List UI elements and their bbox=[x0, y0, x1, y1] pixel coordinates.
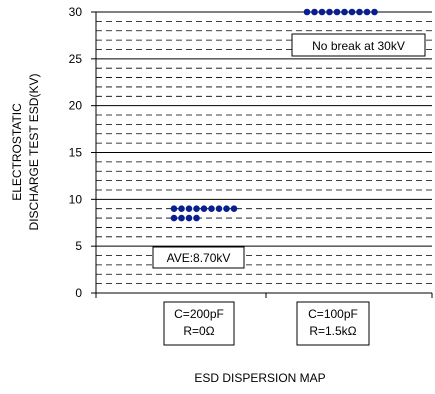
y-tick-label: 20 bbox=[69, 99, 83, 113]
data-point bbox=[215, 205, 223, 212]
category-label-box bbox=[163, 301, 235, 346]
y-tick-label: 30 bbox=[69, 5, 83, 19]
data-point bbox=[341, 8, 348, 16]
category-label: C=200pF bbox=[174, 307, 224, 321]
category-label: R=1.5kΩ bbox=[309, 324, 356, 338]
y-tick-label: 5 bbox=[75, 239, 82, 253]
y-tick-label: 25 bbox=[69, 52, 83, 66]
data-point bbox=[200, 205, 208, 212]
category-label-box bbox=[296, 301, 370, 346]
y-axis-label: ELECTROSTATIC bbox=[10, 103, 24, 201]
data-point bbox=[230, 205, 238, 212]
data-point bbox=[356, 8, 363, 16]
data-point bbox=[170, 205, 178, 212]
data-point bbox=[371, 8, 378, 16]
data-point bbox=[318, 8, 326, 16]
annotation-box bbox=[291, 33, 426, 57]
category-label: C=100pF bbox=[308, 307, 358, 321]
annotation-box bbox=[152, 246, 245, 269]
data-point bbox=[326, 8, 333, 16]
data-point bbox=[185, 214, 193, 222]
data-point bbox=[178, 214, 185, 222]
data-point bbox=[348, 8, 356, 16]
data-point bbox=[193, 205, 200, 212]
annotation-average: AVE:8.70kV bbox=[167, 251, 231, 265]
data-point bbox=[363, 8, 371, 16]
y-tick-label: 15 bbox=[69, 146, 83, 160]
data-point bbox=[223, 205, 230, 212]
data-point bbox=[178, 205, 185, 212]
category-label: R=0Ω bbox=[183, 324, 214, 338]
data-point bbox=[193, 214, 200, 222]
data-point bbox=[185, 205, 193, 212]
data-point bbox=[333, 8, 341, 16]
data-point bbox=[208, 205, 215, 212]
data-point bbox=[170, 214, 178, 222]
x-axis-label: ESD DISPERSION MAP bbox=[194, 371, 325, 385]
y-axis-label: DISCHARGE TEST ESD(KV) bbox=[27, 74, 41, 231]
annotation-no-break: No break at 30kV bbox=[312, 39, 405, 53]
data-point bbox=[311, 8, 318, 16]
y-tick-label: 0 bbox=[75, 286, 82, 300]
data-point bbox=[303, 8, 311, 16]
y-tick-label: 10 bbox=[69, 192, 83, 206]
